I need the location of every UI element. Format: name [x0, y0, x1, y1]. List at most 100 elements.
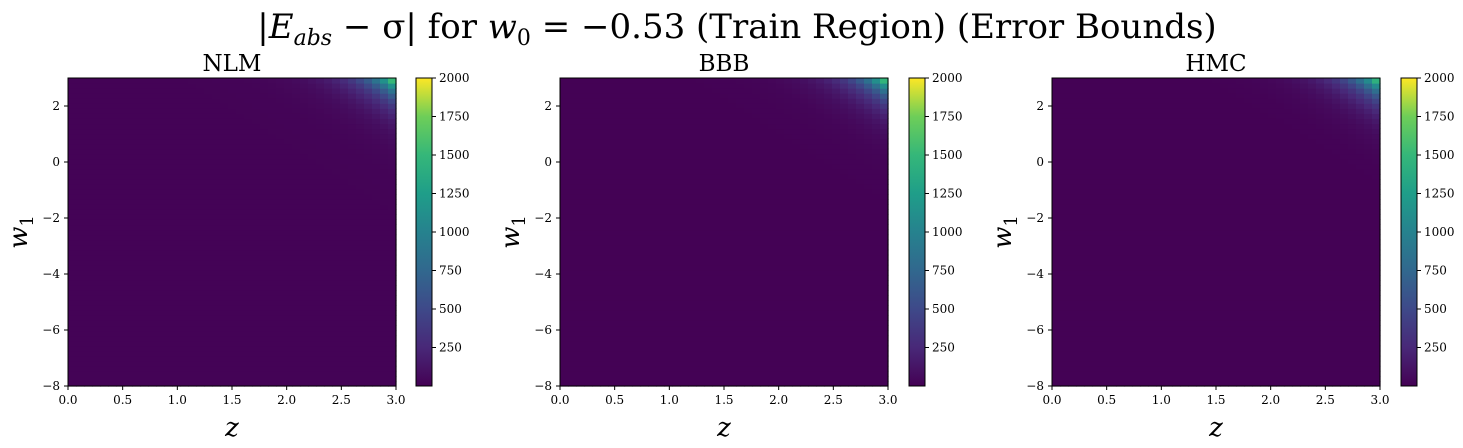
heatmap-cell	[560, 153, 569, 160]
heatmap-cell	[784, 118, 793, 125]
heatmap-cell	[752, 380, 761, 387]
heatmap-cell	[156, 209, 165, 215]
heatmap-cell	[364, 184, 373, 190]
heatmap-cell	[204, 168, 213, 175]
heatmap-cell	[252, 189, 261, 195]
heatmap-cell	[680, 340, 689, 347]
heatmap-cell	[116, 365, 125, 372]
heatmap-cell	[656, 264, 665, 271]
heatmap-cell	[132, 214, 141, 220]
heatmap-cell	[252, 229, 261, 236]
heatmap-cell	[720, 244, 729, 251]
heatmap-cell	[680, 194, 689, 200]
heatmap-cell	[164, 88, 173, 94]
heatmap-cell	[372, 340, 381, 347]
heatmap-cell	[584, 360, 593, 367]
heatmap-cell	[712, 194, 721, 200]
heatmap-cell	[260, 305, 269, 311]
heatmap-cell	[776, 259, 785, 266]
heatmap-cell	[148, 345, 157, 352]
heatmap-cell	[380, 118, 389, 125]
heatmap-cell	[808, 214, 817, 220]
heatmap-cell	[356, 305, 365, 311]
heatmap-cell	[172, 315, 181, 321]
heatmap-cell	[560, 375, 569, 382]
heatmap-cell	[584, 118, 593, 125]
heatmap-cell	[156, 300, 165, 306]
heatmap-cell	[236, 254, 245, 261]
heatmap-cell	[768, 113, 777, 119]
heatmap-cell	[380, 300, 389, 306]
heatmap-cell	[180, 178, 189, 185]
heatmap-cell	[624, 345, 633, 352]
heatmap-cell	[568, 98, 577, 104]
heatmap-cell	[872, 320, 881, 327]
heatmap-cell	[752, 370, 761, 377]
heatmap-cell	[220, 290, 229, 296]
heatmap-cell	[624, 108, 633, 114]
heatmap-cell	[832, 184, 841, 190]
heatmap-cell	[704, 315, 713, 321]
heatmap-cell	[736, 330, 745, 337]
heatmap-cell	[584, 335, 593, 342]
heatmap-cell	[124, 163, 133, 170]
heatmap-cell	[244, 128, 253, 135]
heatmap-cell	[808, 269, 817, 276]
heatmap-cell	[720, 325, 729, 332]
heatmap-cell	[656, 285, 665, 291]
heatmap-cell	[68, 285, 77, 291]
heatmap-cell	[356, 234, 365, 241]
heatmap-cell	[164, 118, 173, 125]
heatmap-cell	[584, 300, 593, 306]
heatmap-cell	[260, 325, 269, 332]
heatmap-cell	[108, 173, 117, 180]
heatmap-cell	[332, 103, 341, 109]
heatmap-cell	[704, 118, 713, 125]
heatmap-cell	[172, 300, 181, 306]
heatmap-cell	[220, 189, 229, 195]
heatmap-cell	[252, 249, 261, 256]
heatmap-cell	[364, 98, 373, 104]
heatmap-cell	[592, 355, 601, 362]
heatmap-cell	[624, 370, 633, 377]
heatmap-cell	[696, 300, 705, 306]
heatmap-cell	[584, 279, 593, 286]
heatmap-cell	[236, 239, 245, 246]
heatmap-cell	[140, 295, 149, 301]
heatmap-cell	[156, 128, 165, 135]
heatmap-cell	[656, 148, 665, 155]
heatmap-cell	[220, 133, 229, 140]
heatmap-cell	[656, 209, 665, 215]
heatmap-cell	[576, 360, 585, 367]
heatmap-cell	[364, 350, 373, 357]
heatmap-cell	[608, 143, 617, 150]
heatmap-cell	[800, 118, 809, 125]
heatmap-cell	[656, 163, 665, 170]
heatmap-cell	[712, 103, 721, 109]
heatmap-cell	[808, 88, 817, 94]
heatmap-cell	[840, 103, 849, 109]
heatmap-cell	[236, 168, 245, 175]
heatmap-cell	[132, 345, 141, 352]
heatmap-cell	[212, 340, 221, 347]
heatmap-cell	[92, 189, 101, 195]
heatmap-cell	[340, 239, 349, 246]
heatmap-cell	[664, 315, 673, 321]
heatmap-cell	[616, 375, 625, 382]
panel-title: BBB	[699, 51, 750, 77]
heatmap-cell	[824, 234, 833, 241]
heatmap-cell	[848, 93, 857, 99]
heatmap-cell	[372, 168, 381, 175]
heatmap-cell	[100, 88, 109, 94]
heatmap-cell	[292, 264, 301, 271]
heatmap-cell	[560, 365, 569, 372]
heatmap-cell	[204, 113, 213, 119]
heatmap-cell	[648, 290, 657, 296]
heatmap-cell	[252, 305, 261, 311]
heatmap-cell	[92, 184, 101, 190]
heatmap-cell	[356, 315, 365, 321]
heatmap-cell	[656, 153, 665, 160]
heatmap-cell	[340, 133, 349, 140]
heatmap-cell	[672, 269, 681, 276]
heatmap-cell	[720, 249, 729, 256]
